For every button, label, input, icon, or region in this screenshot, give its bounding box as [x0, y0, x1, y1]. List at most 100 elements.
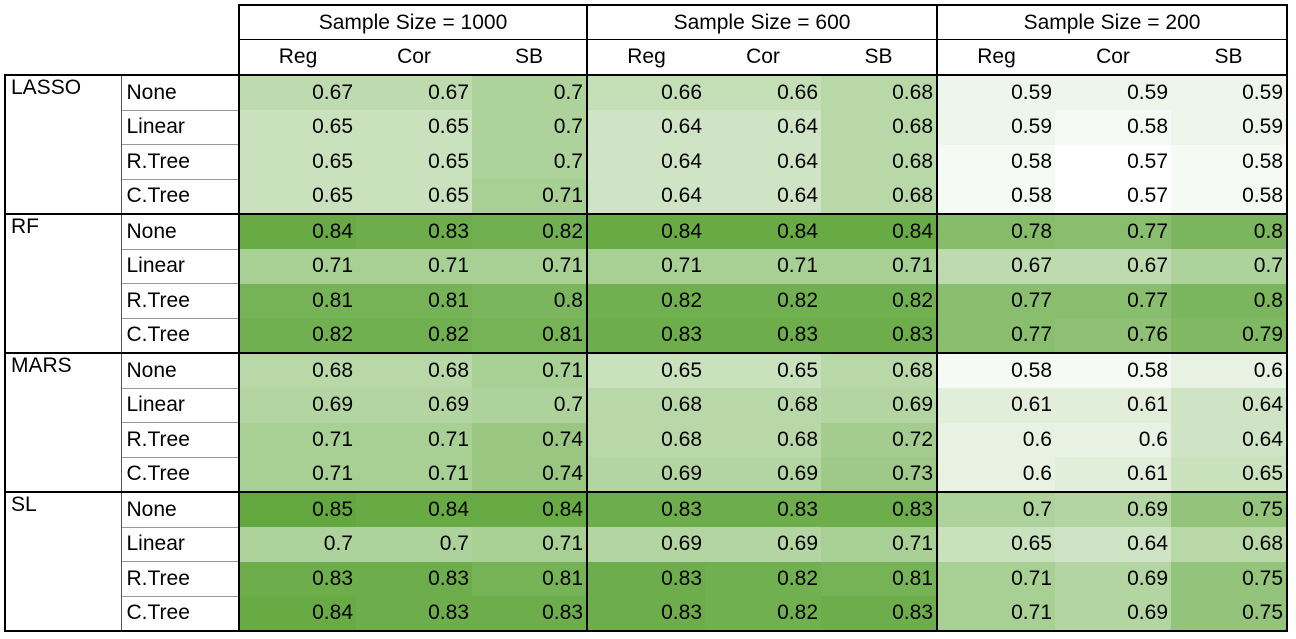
heatmap-cell: 0.68 — [356, 352, 472, 388]
heatmap-cell: 0.65 — [356, 144, 472, 179]
heatmap-cell: 0.81 — [356, 283, 472, 318]
subcolumn-header: Cor — [356, 39, 472, 76]
heatmap-cell: 0.65 — [936, 527, 1055, 562]
heatmap-cell: 0.58 — [936, 179, 1055, 215]
table-row: RF None 0.84 0.83 0.82 0.84 0.84 0.84 0.78 0.77 0.… — [4, 213, 1288, 354]
heatmap-cell: 0.84 — [821, 213, 938, 249]
method-label: C.Tree — [121, 596, 240, 632]
heatmap-cell: 0.69 — [586, 527, 705, 562]
heatmap-cell: 0.71 — [238, 249, 356, 284]
heatmap-cell: 0.71 — [586, 249, 705, 284]
heatmap-cell: 0.71 — [936, 561, 1055, 596]
heatmap-cell: 0.58 — [1055, 110, 1171, 145]
heatmap-cell: 0.85 — [238, 491, 356, 527]
heatmap-cell: 0.65 — [238, 110, 356, 145]
corner-blank-2 — [5, 40, 239, 76]
table-body: LASSO None 0.67 0.67 0.7 0.66 0.66 0.68 0.59 0.59… — [4, 74, 1288, 632]
group-header-1000: Sample Size = 1000 — [238, 4, 588, 40]
heatmap-cell: 0.58 — [1171, 179, 1288, 215]
heatmap-cell: 0.83 — [472, 596, 588, 632]
table-row: Linear 0.65 0.65 0.7 0.64 0.64 0.68 0.59 0.58 0.5… — [5, 110, 1288, 145]
method-label: None — [121, 352, 240, 389]
heatmap-cell: 0.68 — [238, 352, 356, 388]
table-row: C.Tree 0.71 0.71 0.74 0.69 0.69 0.73 0.6 0.61 0.6… — [5, 457, 1288, 493]
heatmap-cell: 0.68 — [821, 110, 938, 145]
heatmap-cell: 0.68 — [1171, 527, 1288, 562]
table-row: R.Tree 0.81 0.81 0.8 0.82 0.82 0.82 0.77 0.77 0.8 — [5, 283, 1288, 319]
heatmap-cell: 0.83 — [586, 318, 705, 354]
heatmap-cell: 0.83 — [238, 561, 356, 596]
table-row: C.Tree 0.82 0.82 0.81 0.83 0.83 0.83 0.77 0.76 0.… — [5, 318, 1288, 354]
heatmap-cell: 0.82 — [586, 283, 705, 318]
heatmap-cell: 0.84 — [238, 213, 356, 249]
heatmap-cell: 0.8 — [1171, 213, 1288, 249]
method-label: R.Tree — [121, 561, 240, 597]
heatmap-cell: 0.7 — [472, 144, 588, 179]
heatmap-cell: 0.83 — [586, 561, 705, 596]
heatmap-cell: 0.61 — [1055, 457, 1171, 493]
heatmap-cell: 0.83 — [356, 596, 472, 632]
heatmap-cell: 0.64 — [1171, 422, 1288, 457]
heatmap-cell: 0.57 — [1055, 144, 1171, 179]
heatmap-cell: 0.84 — [472, 491, 588, 527]
heatmap-cell: 0.83 — [586, 491, 705, 527]
heatmap-cell: 0.7 — [472, 388, 588, 423]
heatmap-cell: 0.71 — [936, 596, 1055, 632]
heatmap-cell: 0.8 — [472, 283, 588, 318]
heatmap-cell: 0.71 — [821, 527, 938, 562]
table-row: LASSO None 0.67 0.67 0.7 0.66 0.66 0.68 0.59 0.59… — [4, 74, 1288, 215]
heatmap-cell: 0.68 — [821, 352, 938, 388]
heatmap-cell: 0.82 — [705, 283, 821, 318]
method-label: C.Tree — [121, 457, 240, 493]
heatmap-cell: 0.81 — [472, 318, 588, 354]
method-label: None — [121, 213, 240, 250]
table-row: C.Tree 0.65 0.65 0.71 0.64 0.64 0.68 0.58 0.57 0.… — [5, 179, 1288, 215]
heatmap-cell: 0.6 — [936, 422, 1055, 457]
heatmap-cell: 0.65 — [705, 352, 821, 388]
method-label: R.Tree — [121, 283, 240, 319]
heatmap-cell: 0.65 — [586, 352, 705, 388]
heatmap-cell: 0.83 — [705, 318, 821, 354]
heatmap-cell: 0.64 — [705, 179, 821, 215]
heatmap-cell: 0.58 — [1055, 352, 1171, 388]
heatmap-cell: 0.67 — [1055, 249, 1171, 284]
heatmap-cell: 0.84 — [705, 213, 821, 249]
subcolumn-header: Cor — [705, 39, 821, 76]
heatmap-cell: 0.82 — [356, 318, 472, 354]
method-label: C.Tree — [121, 318, 240, 354]
subcolumn-header: SB — [821, 39, 938, 76]
heatmap-cell: 0.71 — [705, 249, 821, 284]
heatmap-cell: 0.84 — [586, 213, 705, 249]
table-row: R.Tree 0.71 0.71 0.74 0.68 0.68 0.72 0.6 0.6 0.64 — [5, 422, 1288, 458]
heatmap-cell: 0.72 — [821, 422, 938, 457]
heatmap-cell: 0.61 — [936, 388, 1055, 423]
method-label: R.Tree — [121, 144, 240, 180]
method-label: C.Tree — [121, 179, 240, 215]
heatmap-cell: 0.69 — [1055, 596, 1171, 632]
heatmap-cell: 0.82 — [821, 283, 938, 318]
table-row: Linear 0.69 0.69 0.7 0.68 0.68 0.69 0.61 0.61 0.6… — [5, 388, 1288, 423]
heatmap-cell: 0.83 — [586, 596, 705, 632]
table-row: Linear 0.71 0.71 0.71 0.71 0.71 0.71 0.67 0.67 0.… — [5, 249, 1288, 284]
model-label: RF — [4, 213, 122, 354]
heatmap-cell: 0.8 — [1171, 283, 1288, 318]
heatmap-cell: 0.71 — [821, 249, 938, 284]
heatmap-cell: 0.6 — [1171, 352, 1288, 388]
heatmap-cell: 0.83 — [821, 318, 938, 354]
heatmap-cell: 0.82 — [238, 318, 356, 354]
heatmap-cell: 0.59 — [1171, 74, 1288, 110]
heatmap-cell: 0.59 — [936, 110, 1055, 145]
heatmap-cell: 0.84 — [238, 596, 356, 632]
table-row: C.Tree 0.84 0.83 0.83 0.83 0.82 0.83 0.71 0.69 0.… — [5, 596, 1288, 632]
heatmap-cell: 0.69 — [356, 388, 472, 423]
heatmap-cell: 0.7 — [936, 491, 1055, 527]
method-label: Linear — [121, 249, 240, 284]
heatmap-cell: 0.64 — [586, 144, 705, 179]
subcolumn-header: Reg — [586, 39, 705, 76]
heatmap-cell: 0.84 — [356, 491, 472, 527]
heatmap-cell: 0.65 — [238, 144, 356, 179]
heatmap-cell: 0.6 — [1055, 422, 1171, 457]
method-label: R.Tree — [121, 422, 240, 458]
heatmap-cell: 0.69 — [1055, 561, 1171, 596]
